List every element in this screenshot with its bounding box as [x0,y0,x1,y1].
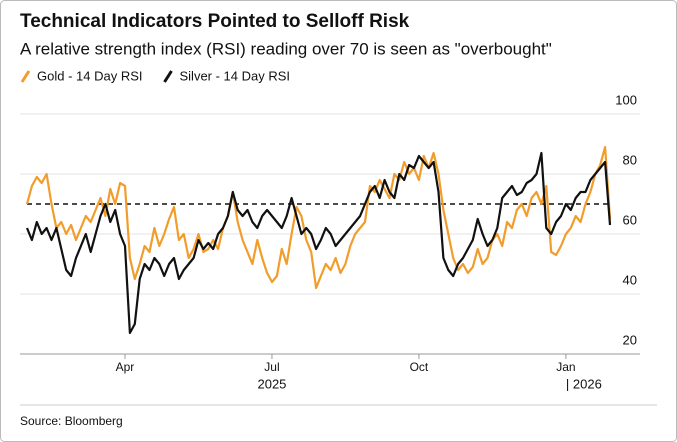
source: Source: Bloomberg [20,414,123,428]
legend-label: Gold - 14 Day RSI [37,68,143,83]
chart-subtitle: A relative strength index (RSI) reading … [20,39,552,58]
legend-swatch [20,70,31,83]
x-tick-label: Jan [556,360,575,374]
x-tick-label: Oct [410,360,429,374]
legend-label: Silver - 14 Day RSI [180,68,291,83]
y-tick-label: 100 [615,92,637,107]
x-tick-label: Jul [264,360,279,374]
legend-swatch [163,70,173,83]
x-year-label: 2025 [257,376,286,391]
x-year-label: | 2026 [566,376,602,391]
series-line [25,151,612,335]
x-tick-label: Apr [116,360,135,374]
y-tick-label: 40 [623,272,637,287]
y-tick-label: 80 [623,152,637,167]
y-tick-label: 60 [623,212,637,227]
chart-title: Technical Indicators Pointed to Selloff … [20,11,410,32]
y-tick-label: 20 [623,332,637,347]
series-line [25,145,612,290]
